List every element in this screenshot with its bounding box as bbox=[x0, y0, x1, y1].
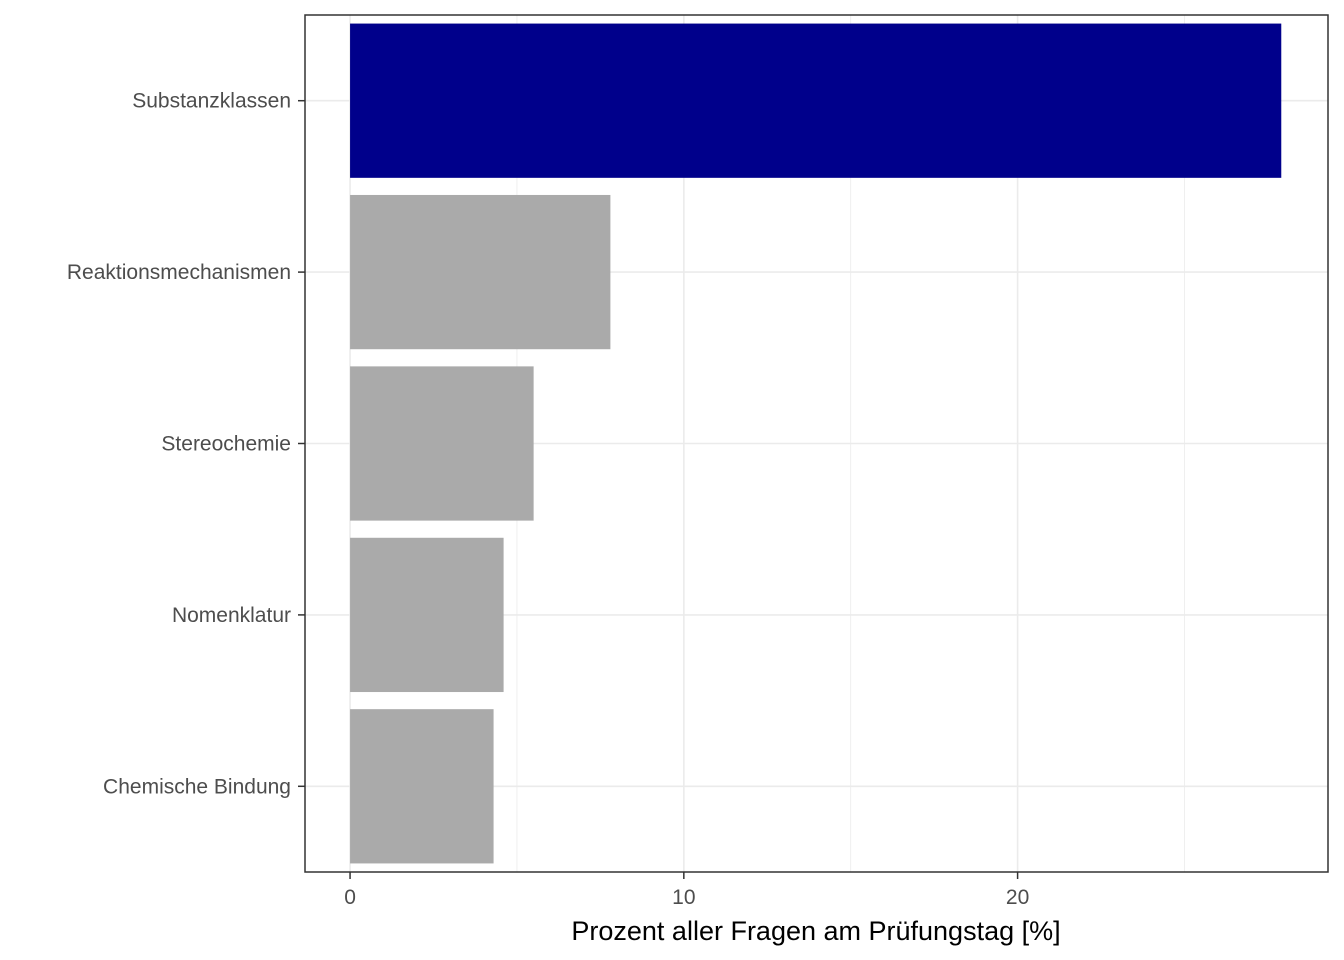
y-tick-label: Nomenklatur bbox=[172, 604, 291, 627]
x-tick-label: 0 bbox=[344, 886, 356, 909]
x-tick-label: 10 bbox=[672, 886, 695, 909]
x-axis-title: Prozent aller Fragen am Prüfungstag [%] bbox=[571, 916, 1060, 946]
y-tick-label: Reaktionsmechanismen bbox=[67, 261, 291, 284]
bar-reaktionsmechanismen bbox=[350, 194, 611, 350]
y-axis: Substanzklassen Reaktionsmechanismen Stere… bbox=[67, 90, 305, 798]
x-axis: 0 10 20 bbox=[344, 872, 1029, 909]
x-tick-label: 20 bbox=[1006, 886, 1029, 909]
bar-substanzklassen bbox=[350, 23, 1282, 178]
bars bbox=[350, 23, 1282, 864]
y-tick-label: Stereochemie bbox=[161, 433, 291, 456]
bar-stereochemie bbox=[350, 366, 534, 521]
bar-chemische-bindung bbox=[350, 709, 494, 864]
y-tick-label: Substanzklassen bbox=[132, 90, 291, 113]
y-tick-label: Chemische Bindung bbox=[103, 775, 291, 798]
bar-nomenklatur bbox=[350, 537, 504, 693]
